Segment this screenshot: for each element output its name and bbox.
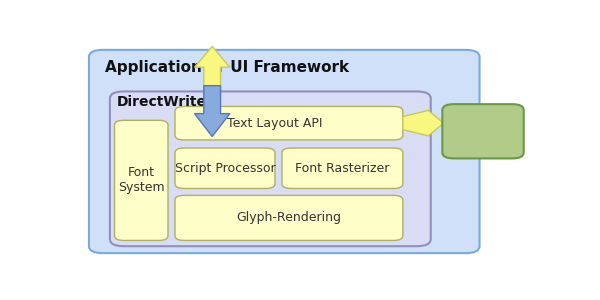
Text: Application or UI Framework: Application or UI Framework (105, 60, 349, 75)
FancyBboxPatch shape (282, 148, 403, 188)
FancyBboxPatch shape (115, 120, 168, 240)
Text: Font
System: Font System (118, 167, 164, 194)
FancyBboxPatch shape (442, 104, 524, 158)
FancyBboxPatch shape (175, 195, 403, 240)
FancyBboxPatch shape (110, 92, 431, 246)
Text: Script Processor: Script Processor (175, 162, 275, 175)
Text: DirectWrite: DirectWrite (117, 95, 207, 109)
Text: Graphics API: Graphics API (443, 125, 523, 138)
Polygon shape (194, 86, 230, 136)
Text: Font Rasterizer: Font Rasterizer (295, 162, 389, 175)
Text: Glyph-Rendering: Glyph-Rendering (236, 212, 341, 224)
Text: Text Layout API: Text Layout API (227, 117, 323, 130)
FancyBboxPatch shape (175, 148, 275, 188)
Polygon shape (194, 46, 230, 93)
FancyBboxPatch shape (175, 106, 403, 140)
FancyBboxPatch shape (89, 50, 479, 253)
Polygon shape (403, 110, 444, 136)
Text: render: render (403, 118, 438, 128)
